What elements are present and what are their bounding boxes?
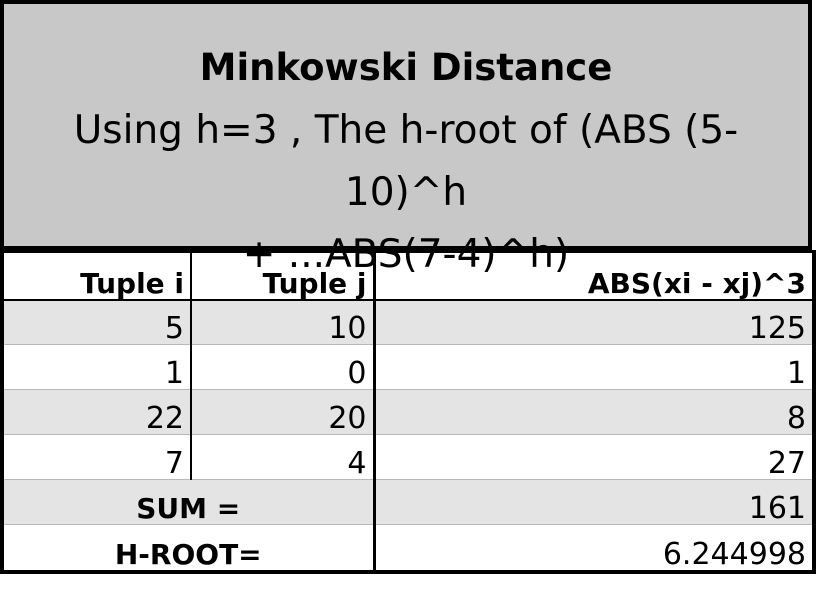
header-cell: Minkowski Distance Using h=3 , The h-roo… — [0, 0, 812, 277]
root-row: H-ROOT= 6.244998 — [0, 524, 816, 574]
cell-tuple-i[interactable]: 7 — [0, 434, 192, 480]
table-row: 7 4 27 — [0, 434, 816, 480]
sum-value[interactable]: 161 — [374, 479, 816, 525]
sum-label[interactable]: SUM = — [0, 479, 376, 525]
root-value[interactable]: 6.244998 — [374, 524, 816, 574]
column-header-abs-cubed[interactable]: ABS(xi - xj)^3 — [374, 250, 816, 301]
page-title: Minkowski Distance — [199, 46, 613, 89]
cell-abs-cubed[interactable]: 1 — [374, 344, 816, 390]
column-header-tuple-i[interactable]: Tuple i — [0, 250, 192, 301]
cell-tuple-j[interactable]: 20 — [191, 389, 376, 435]
formula-line-1: Using h=3 , The h-root of (ABS (5-10)^h — [73, 108, 739, 215]
sum-row: SUM = 161 — [0, 479, 816, 525]
cell-abs-cubed[interactable]: 8 — [374, 389, 816, 435]
cell-tuple-i[interactable]: 5 — [0, 299, 192, 345]
table-header-row: Tuple i Tuple j ABS(xi - xj)^3 — [0, 250, 816, 301]
cell-abs-cubed[interactable]: 125 — [374, 299, 816, 345]
column-header-tuple-j[interactable]: Tuple j — [191, 250, 376, 301]
table-row: 5 10 125 — [0, 299, 816, 345]
cell-tuple-i[interactable]: 22 — [0, 389, 192, 435]
table-row: 22 20 8 — [0, 389, 816, 435]
cell-abs-cubed[interactable]: 27 — [374, 434, 816, 480]
root-label[interactable]: H-ROOT= — [0, 524, 376, 574]
data-table: Tuple i Tuple j ABS(xi - xj)^3 5 10 125 … — [0, 250, 816, 574]
table-row: 1 0 1 — [0, 344, 816, 390]
cell-tuple-j[interactable]: 4 — [191, 434, 376, 480]
cell-tuple-j[interactable]: 10 — [191, 299, 376, 345]
cell-tuple-j[interactable]: 0 — [191, 344, 376, 390]
cell-tuple-i[interactable]: 1 — [0, 344, 192, 390]
